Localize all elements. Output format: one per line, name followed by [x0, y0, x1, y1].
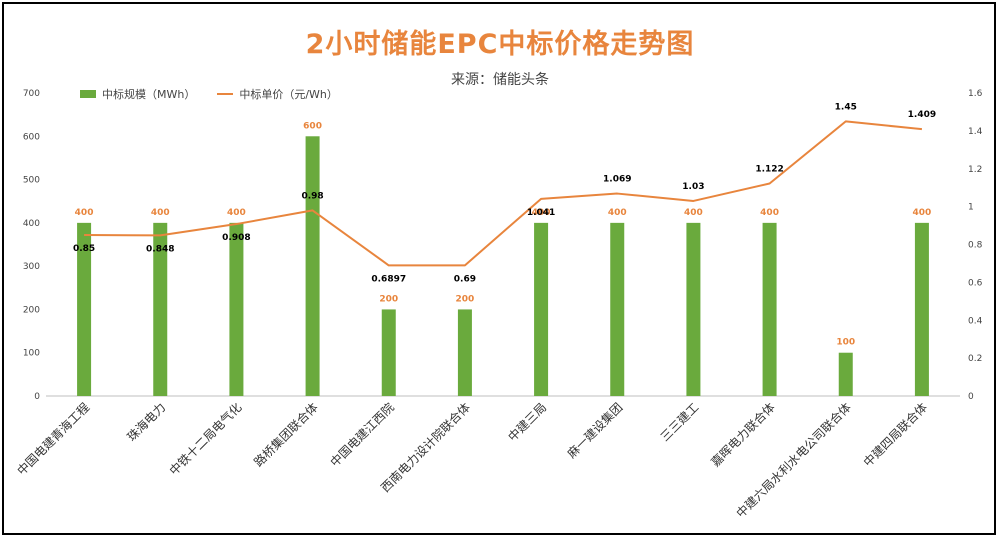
price-line — [84, 120, 923, 267]
category-label: 中国电建江西院 — [327, 400, 397, 470]
category-label: 麻一建设集团 — [564, 400, 626, 462]
chart-title: 2小时储能EPC中标价格走势图 — [305, 29, 695, 60]
line-data-label: 0.6897 — [371, 274, 406, 284]
bar-data-label: 600 — [303, 121, 322, 131]
line-data-label: 0.848 — [146, 244, 174, 254]
bar — [838, 352, 853, 396]
legend-item-bar: 中标规模（MWh） — [80, 86, 195, 102]
bar-data-label: 400 — [608, 208, 627, 218]
bar-data-label: 400 — [913, 208, 932, 218]
legend-item-line: 中标单价（元/Wh） — [217, 86, 338, 102]
line-data-label: 0.908 — [222, 233, 250, 243]
line-data-label: 1.122 — [755, 165, 783, 175]
category-label: 三三建工 — [658, 400, 702, 444]
bar — [229, 222, 244, 396]
bar — [914, 222, 929, 396]
category-label: 中建三局 — [505, 400, 550, 445]
line-data-label: 0.98 — [301, 191, 323, 201]
bar-data-label: 400 — [760, 208, 779, 218]
category-label: 珠海电力 — [124, 400, 169, 445]
bar — [381, 309, 396, 396]
left-axis-tick-label: 300 — [23, 262, 40, 272]
category-label: 中国电建青海工程 — [14, 400, 92, 478]
bar-data-label: 400 — [532, 208, 551, 218]
bar — [686, 222, 701, 396]
bar — [305, 136, 320, 397]
right-axis-tick-label: 0.4 — [968, 316, 983, 326]
bar-data-label: 400 — [151, 208, 170, 218]
category-label: 嘉晖电力联合体 — [708, 400, 778, 470]
bar-data-label: 400 — [75, 208, 94, 218]
right-axis-tick-label: 0.8 — [968, 241, 983, 251]
left-axis-tick-label: 600 — [23, 132, 40, 142]
legend-line-swatch — [217, 93, 234, 95]
bar — [610, 222, 625, 396]
category-label: 中铁十二局电气化 — [166, 400, 244, 478]
right-axis-tick-label: 0.6 — [968, 278, 983, 288]
line-data-label: 1.069 — [603, 175, 631, 185]
bar-data-label: 400 — [684, 208, 703, 218]
line-data-label: 1.03 — [682, 182, 704, 192]
left-axis-tick-label: 700 — [23, 89, 40, 99]
right-axis-tick-label: 1.2 — [968, 165, 982, 175]
chart-legend: 中标规模（MWh） 中标单价（元/Wh） — [80, 86, 338, 102]
bar — [77, 222, 92, 396]
bar — [534, 222, 549, 396]
line-data-label: 0.85 — [73, 244, 95, 254]
bar-data-label: 400 — [227, 208, 246, 218]
bar-data-label: 200 — [379, 294, 398, 304]
category-label: 路桥集团联合体 — [251, 400, 321, 470]
left-axis-tick-label: 200 — [23, 305, 40, 315]
legend-bar-swatch — [80, 90, 96, 98]
bar-data-label: 200 — [456, 294, 475, 304]
right-axis-tick-label: 0.2 — [968, 354, 982, 364]
right-axis-tick-label: 1 — [968, 203, 974, 213]
bar — [457, 309, 472, 396]
right-axis-tick-label: 1.6 — [968, 89, 983, 99]
left-axis-tick-label: 100 — [23, 349, 40, 359]
legend-bar-label: 中标规模（MWh） — [102, 88, 196, 101]
bar — [153, 222, 168, 396]
left-axis-tick-label: 400 — [23, 219, 40, 229]
line-data-label: 0.69 — [454, 274, 476, 284]
left-axis-tick-label: 500 — [23, 176, 40, 186]
right-axis-tick-label: 0 — [968, 392, 974, 402]
legend-line-label: 中标单价（元/Wh） — [239, 88, 338, 101]
right-axis-tick-label: 1.4 — [968, 127, 983, 137]
line-data-label: 1.45 — [835, 102, 857, 112]
line-data-label: 1.409 — [908, 110, 936, 120]
category-label: 中建四局联合体 — [860, 400, 930, 470]
bar-data-label: 100 — [836, 338, 855, 348]
left-axis-tick-label: 0 — [34, 392, 40, 402]
bar — [762, 222, 777, 396]
line-data-label: 1.041 — [527, 208, 555, 218]
chart-subtitle: 来源：储能头条 — [451, 72, 549, 88]
